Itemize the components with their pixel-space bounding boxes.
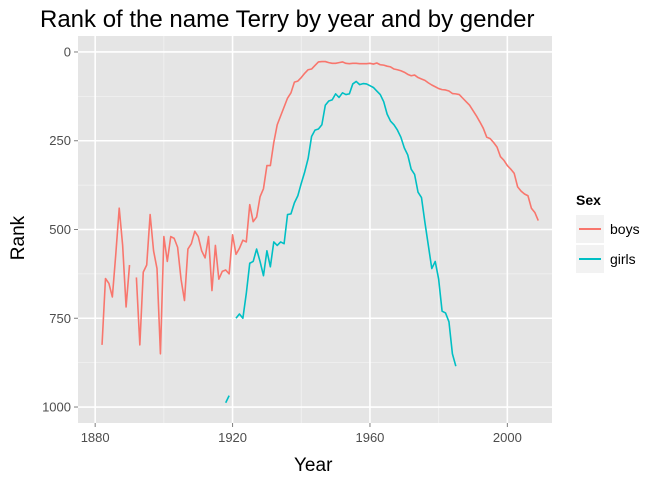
x-tick-label: 2000 xyxy=(493,430,522,445)
legend-title: Sex xyxy=(576,192,601,208)
series-lines xyxy=(101,60,539,404)
series-line-boys xyxy=(135,60,539,355)
series-line-girls xyxy=(224,395,230,404)
series-girls xyxy=(224,80,457,404)
series-line-girls xyxy=(235,80,457,367)
chart-title: Rank of the name Terry by year and by ge… xyxy=(40,6,535,33)
y-tick-label: 750 xyxy=(49,311,71,326)
legend: Sex boys girls xyxy=(576,192,640,274)
x-tick-label: 1960 xyxy=(355,430,384,445)
legend-key-boys xyxy=(576,215,604,243)
legend-item-girls: girls xyxy=(576,244,640,274)
x-axis: 1880 1920 1960 2000 xyxy=(81,423,522,445)
y-axis: 0 250 500 750 1000 xyxy=(42,44,78,415)
major-gridlines xyxy=(78,36,552,423)
y-tick-label: 0 xyxy=(64,44,71,59)
y-tick-label: 250 xyxy=(49,133,71,148)
legend-swatch-girls xyxy=(579,258,601,260)
y-tick-label: 1000 xyxy=(42,400,71,415)
series-boys xyxy=(101,60,539,355)
x-axis-label: Year xyxy=(294,455,333,476)
y-tick-label: 500 xyxy=(49,222,71,237)
y-axis-label: Rank xyxy=(8,215,29,261)
x-tick-label: 1880 xyxy=(81,430,110,445)
legend-label-boys: boys xyxy=(610,221,640,237)
legend-swatch-boys xyxy=(579,228,601,230)
legend-item-boys: boys xyxy=(576,214,640,244)
legend-key-girls xyxy=(576,245,604,273)
series-line-boys xyxy=(101,207,131,345)
x-tick-label: 1920 xyxy=(218,430,247,445)
legend-label-girls: girls xyxy=(610,251,636,267)
